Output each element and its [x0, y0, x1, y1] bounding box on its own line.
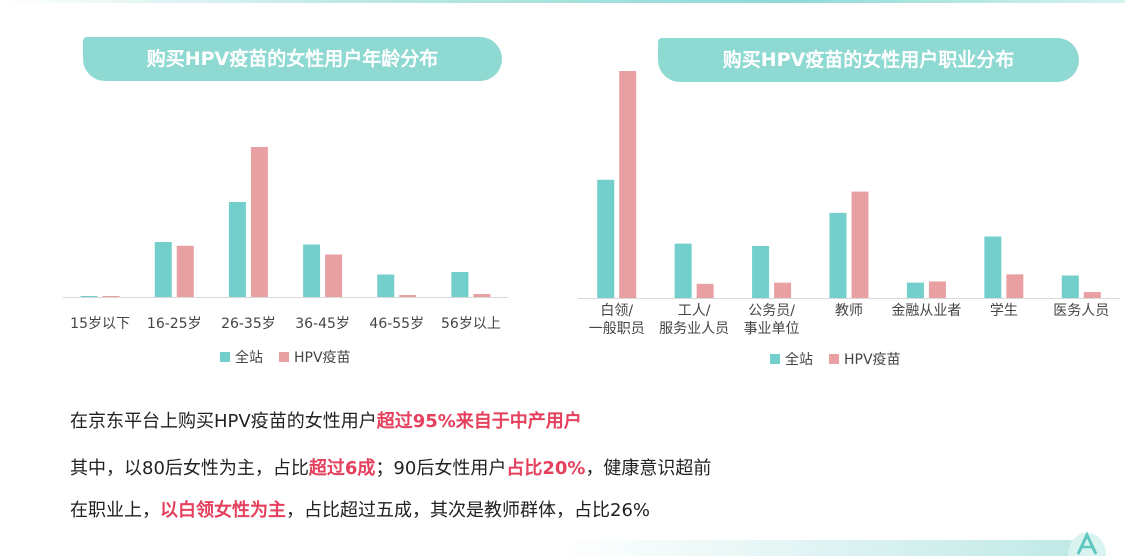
tick-label-occupation-5-0: 学生	[990, 303, 1018, 319]
bar-occupation-3-hpv	[851, 191, 869, 298]
bar-occupation-0-full-site	[597, 179, 615, 298]
logo-icon	[1068, 531, 1106, 556]
bar-occupation-3-full-site	[829, 212, 847, 298]
tick-label-age-1-0: 16-25岁	[147, 316, 202, 332]
legend-swatch-hpv	[279, 352, 289, 362]
note-3-text-a: 在职业上，	[70, 500, 160, 521]
bar-occupation-5-full-site	[984, 236, 1002, 298]
note-2-highlight-b: 占比20%	[506, 458, 586, 479]
legend-label-hpv: HPV疫苗	[294, 350, 351, 366]
bar-age-2-full-site	[228, 202, 246, 297]
tick-label-occupation-3-0: 教师	[835, 303, 863, 319]
bar-age-0-full-site	[80, 296, 98, 297]
tick-label-age-4-0: 46-55岁	[369, 316, 424, 332]
legend-swatch-full-site	[770, 354, 780, 364]
occupation-chart-title: 购买HPV疫苗的女性用户职业分布	[658, 38, 1079, 82]
tick-label-age-3-0: 36-45岁	[295, 316, 350, 332]
tick-label-age-5-0: 56岁以上	[441, 316, 501, 332]
note-1-text: 在京东平台上购买HPV疫苗的女性用户	[70, 411, 377, 432]
bottom-decoration	[560, 540, 1080, 556]
legend-label-hpv: HPV疫苗	[844, 352, 901, 368]
bar-occupation-6-hpv	[1083, 292, 1101, 298]
tick-label-occupation-0-0: 白领/	[600, 303, 633, 319]
bar-occupation-1-hpv	[696, 283, 714, 298]
bar-occupation-4-full-site	[906, 282, 924, 298]
top-gradient-line	[0, 0, 1125, 3]
bar-age-5-hpv	[473, 294, 491, 297]
bar-age-2-hpv	[250, 147, 268, 297]
legend-label-full-site: 全站	[235, 349, 263, 366]
note-2-text-a: 其中，以80后女性为主，占比	[70, 458, 309, 479]
note-3-highlight: 以白领女性为主	[160, 500, 286, 521]
bar-occupation-5-hpv	[1006, 274, 1024, 298]
tick-label-occupation-2-0: 公务员/	[748, 303, 795, 319]
bar-occupation-1-full-site	[674, 243, 692, 298]
tick-label-occupation-1-0: 工人/	[678, 303, 711, 319]
bar-occupation-2-full-site	[752, 245, 770, 298]
note-line-1: 在京东平台上购买HPV疫苗的女性用户超过95%来自于中产用户	[70, 407, 582, 433]
tick-label-age-0-0: 15岁以下	[70, 316, 130, 332]
legend-swatch-full-site	[220, 352, 230, 362]
bar-age-4-full-site	[377, 274, 395, 297]
legend-label-full-site: 全站	[785, 351, 813, 368]
bar-age-0-hpv	[102, 296, 120, 297]
bar-age-4-hpv	[399, 295, 417, 297]
age-chart-title: 购买HPV疫苗的女性用户年龄分布	[83, 37, 502, 81]
note-line-3: 在职业上，以白领女性为主，占比超过五成，其次是教师群体，占比26%	[70, 496, 650, 522]
bar-age-3-hpv	[325, 254, 343, 297]
bar-age-1-hpv	[176, 245, 194, 297]
bar-occupation-6-full-site	[1061, 275, 1079, 298]
tick-label-occupation-2-1: 事业单位	[744, 321, 800, 337]
tick-label-age-2-0: 26-35岁	[221, 316, 276, 332]
bar-age-3-full-site	[303, 244, 321, 297]
bar-occupation-4-hpv	[928, 281, 946, 298]
bar-occupation-0-hpv	[619, 71, 637, 298]
note-2-text-b: ；90后女性用户	[375, 458, 507, 479]
legend-swatch-hpv	[829, 354, 839, 364]
tick-label-occupation-6-0: 医务人员	[1053, 303, 1109, 319]
bar-age-1-full-site	[154, 242, 172, 297]
note-1-highlight: 超过95%来自于中产用户	[376, 411, 582, 432]
note-3-text-b: ，占比超过五成，其次是教师群体，占比26%	[286, 500, 651, 521]
note-2-text-c: ，健康意识超前	[585, 458, 712, 479]
tick-label-occupation-0-1: 一般职员	[589, 321, 645, 337]
note-2-highlight-a: 超过6成	[308, 458, 376, 479]
bar-occupation-2-hpv	[774, 282, 792, 298]
tick-label-occupation-1-1: 服务业人员	[659, 321, 729, 337]
bar-age-5-full-site	[451, 272, 469, 297]
note-line-2: 其中，以80后女性为主，占比超过6成；90后女性用户占比20%，健康意识超前	[70, 454, 711, 480]
tick-label-occupation-4-0: 金融从业者	[891, 303, 961, 319]
